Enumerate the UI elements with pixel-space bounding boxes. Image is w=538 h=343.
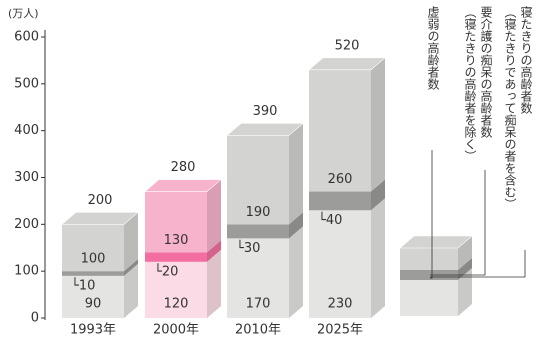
legend-swatch xyxy=(400,248,458,270)
legend-swatch xyxy=(400,280,458,316)
value-label: 170 xyxy=(246,297,271,312)
legend-swatch-side xyxy=(458,258,472,280)
bar-segment-side xyxy=(289,226,303,318)
legend-swatch-side xyxy=(458,236,472,270)
value-label: 190 xyxy=(246,205,271,220)
y-unit-label: (万人) xyxy=(8,7,39,20)
y-tick-label: 500 xyxy=(14,76,39,91)
legend-leader xyxy=(430,150,433,279)
value-label: 230 xyxy=(328,297,353,312)
bar-segment-top xyxy=(61,212,139,225)
bar-segment-side xyxy=(371,179,385,211)
bar-segment xyxy=(145,261,207,318)
bar-segment-side xyxy=(207,240,221,262)
x-tick-label: 2010年 xyxy=(235,323,281,338)
y-tick-label: 0 xyxy=(31,311,39,326)
total-label: 390 xyxy=(253,104,278,119)
legend-note: （寝たきりの高齢者を除く） xyxy=(463,6,477,162)
legend-label: 虚弱の高齢者数 xyxy=(426,6,440,91)
bar-segment-side xyxy=(207,179,221,253)
bar-segment xyxy=(145,191,207,253)
bar-segment xyxy=(145,252,207,262)
legend-label: 要介護の痴呆の高齢者数 xyxy=(479,6,493,139)
bar-segment xyxy=(309,69,371,192)
value-label: 100 xyxy=(81,252,106,267)
legend-swatch xyxy=(400,270,458,280)
bar-segment xyxy=(227,238,289,318)
bar-segment-side xyxy=(289,212,303,239)
bar-segment-side xyxy=(371,198,385,318)
bar-segment-top xyxy=(308,57,386,71)
total-label: 520 xyxy=(335,38,360,53)
bar-segment-side xyxy=(371,57,385,192)
legend-note: （寝たきりであって痴呆の者を含む） xyxy=(503,6,517,210)
x-tick-label: 2025年 xyxy=(317,323,363,338)
bar-segment-side xyxy=(207,249,221,318)
total-label: 280 xyxy=(171,160,196,175)
x-tick-label: 2000年 xyxy=(153,323,199,338)
y-tick-label: 100 xyxy=(14,264,39,279)
value-label: 130 xyxy=(164,233,189,248)
total-label: 200 xyxy=(88,193,113,208)
y-tick-label: 300 xyxy=(14,170,39,185)
bar-segment xyxy=(62,275,124,318)
value-label: 90 xyxy=(85,297,102,312)
bar-segment-side xyxy=(124,212,138,272)
bar-segment-side xyxy=(124,263,138,318)
bar-segment xyxy=(227,135,289,225)
bar-segment-top xyxy=(226,123,304,136)
bar-segment-side xyxy=(124,259,138,276)
bar-segment xyxy=(309,210,371,318)
value-label: └10 xyxy=(71,276,95,293)
legend-leader xyxy=(430,170,486,276)
y-tick-label: 600 xyxy=(14,30,39,45)
bar-segment xyxy=(62,224,124,272)
legend-swatch-side xyxy=(458,268,472,316)
legend-swatch-top xyxy=(399,235,473,249)
legend-leader xyxy=(430,250,526,278)
value-label: 260 xyxy=(328,172,353,187)
bar-segment xyxy=(309,191,371,211)
bar-segment-top xyxy=(144,179,222,192)
y-tick-label: 400 xyxy=(14,123,39,138)
value-label: └30 xyxy=(236,239,260,256)
value-label: └40 xyxy=(318,211,342,228)
legend-label: 寝たきりの高齢者数 xyxy=(519,5,533,115)
y-tick-label: 200 xyxy=(14,217,39,232)
bar-segment-side xyxy=(289,123,303,225)
value-label: └20 xyxy=(154,262,178,279)
bar-segment xyxy=(227,224,289,239)
x-tick-label: 1993年 xyxy=(70,323,116,338)
bar-segment xyxy=(62,271,124,276)
value-label: 120 xyxy=(164,297,189,312)
